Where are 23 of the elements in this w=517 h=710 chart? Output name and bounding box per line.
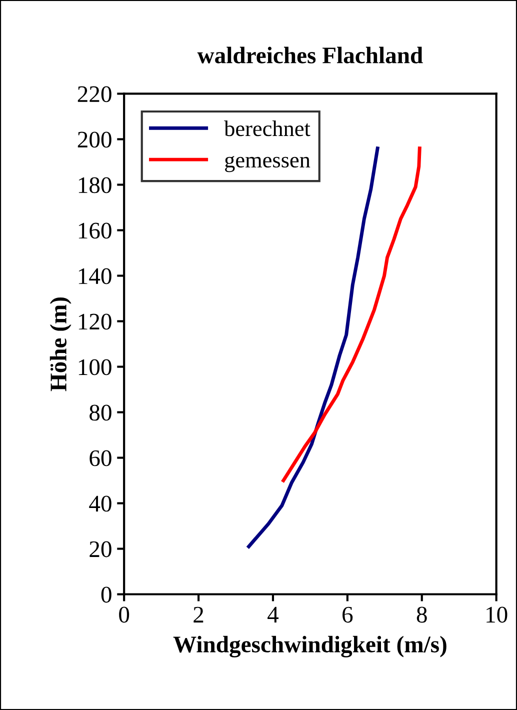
- y-tick-label: 80: [90, 404, 112, 421]
- y-tick-label: 180: [78, 177, 112, 194]
- y-tick-label: 40: [89, 496, 112, 512]
- y-tick-label: 160: [78, 222, 112, 239]
- x-tick-label: 4: [268, 606, 279, 622]
- legend-label: gemessen: [225, 156, 310, 172]
- x-tick-label: 2: [194, 606, 204, 622]
- y-tick-label: 120: [78, 314, 112, 330]
- x-tick-label: 10: [486, 606, 508, 623]
- y-tick-label: 140: [78, 268, 112, 284]
- legend-label: berechnet: [224, 120, 310, 136]
- x-tick-label: 8: [416, 606, 427, 623]
- y-tick-label: 0: [101, 586, 112, 603]
- x-tick-label: 6: [342, 606, 353, 623]
- y-tick-label: 60: [90, 450, 112, 466]
- y-tick-label: 200: [78, 132, 112, 148]
- y-tick-label: 220: [78, 86, 112, 102]
- chart-title: waldreiches Flachland: [197, 46, 423, 64]
- x-tick-label: 0: [119, 606, 130, 623]
- y-tick-label: 20: [90, 541, 112, 558]
- y-tick-label: 100: [78, 359, 112, 376]
- y-axis-title: Höhe (m): [50, 297, 72, 392]
- x-axis-title: Windgeschwindigkeit (m/s): [173, 636, 446, 658]
